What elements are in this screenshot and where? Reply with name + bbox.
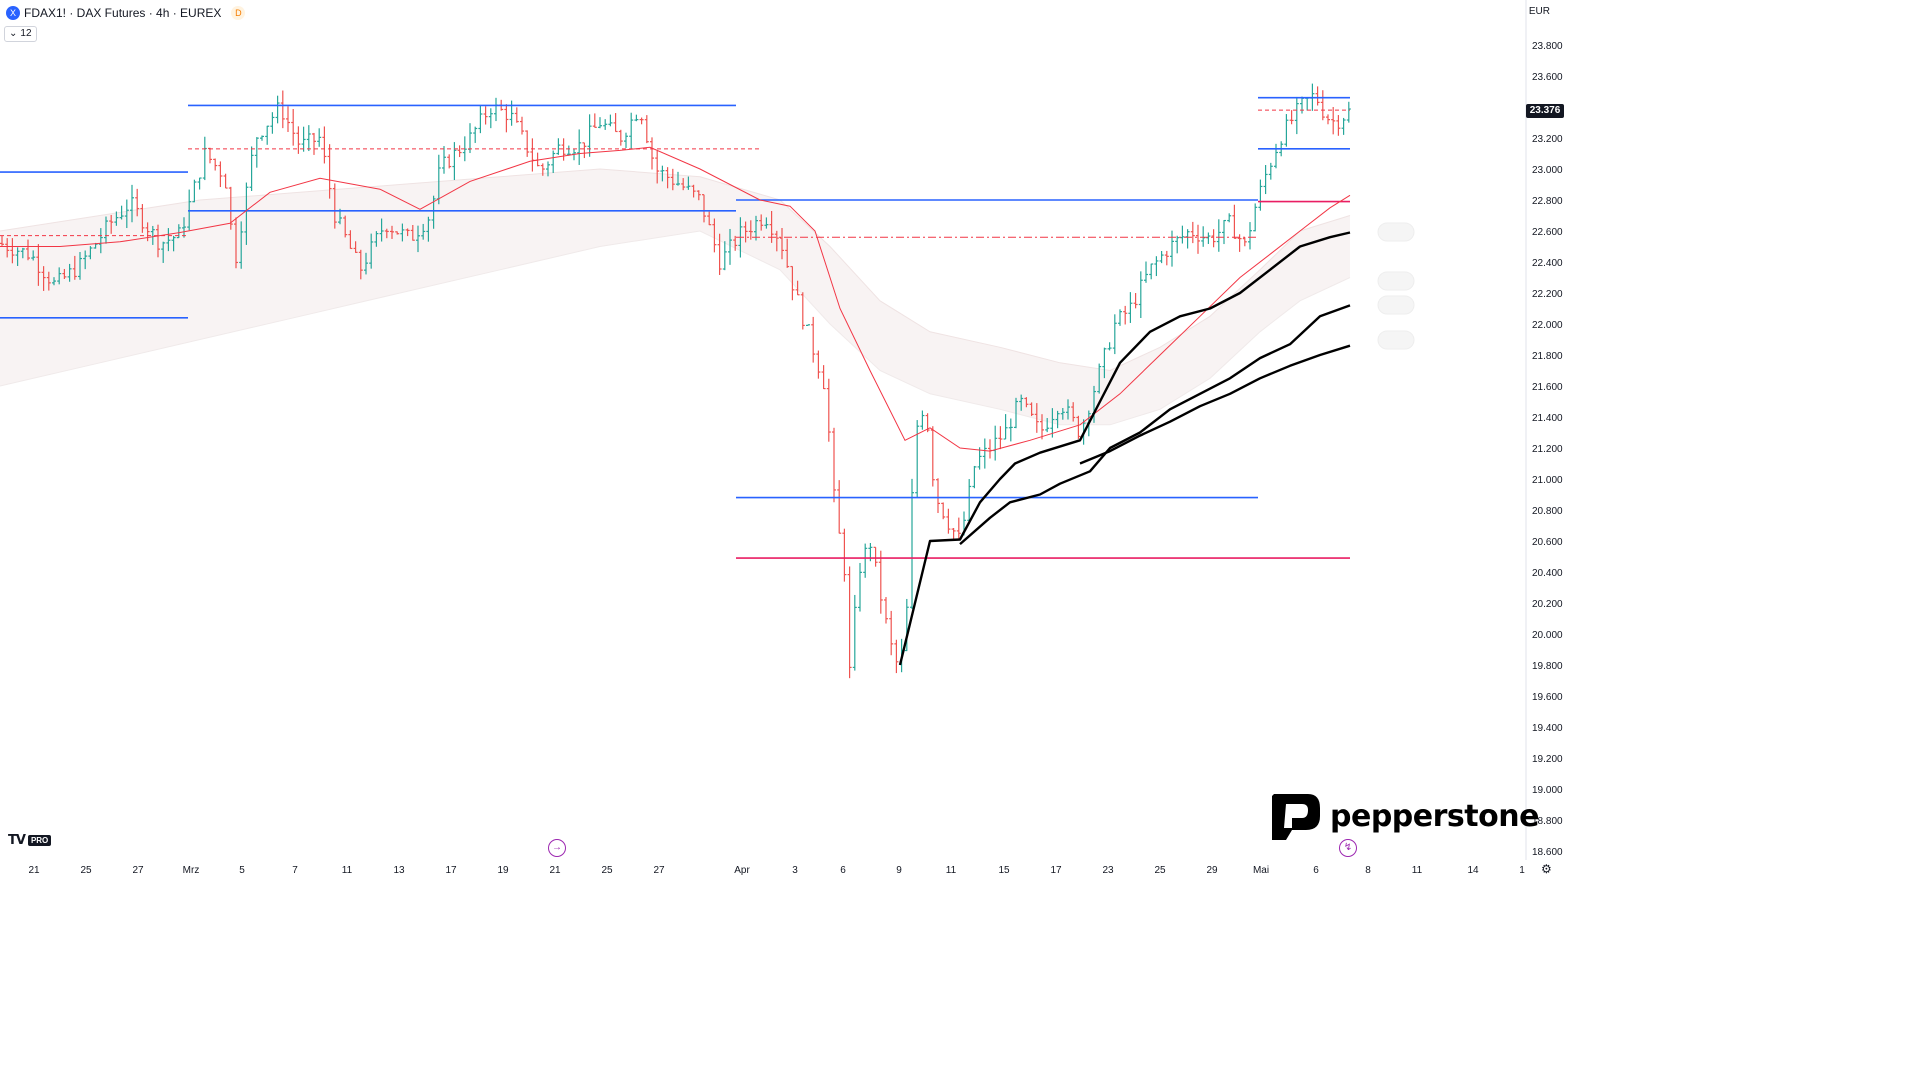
trailing-stop-line-3	[1079, 344, 1351, 465]
price-axis-label: 21.800	[1532, 351, 1563, 362]
price-axis-label: 22.200	[1532, 289, 1563, 300]
price-axis-label: 22.800	[1532, 196, 1563, 207]
brand-name: pepperstone	[1330, 798, 1539, 834]
currency-label[interactable]: EUR	[1528, 6, 1550, 17]
time-axis-label: 6	[840, 865, 846, 876]
price-axis-label: 22.400	[1532, 258, 1563, 269]
symbol-header[interactable]: X FDAX1! · DAX Futures · 4h · EUREX D	[6, 4, 246, 22]
time-axis-label: 29	[1206, 865, 1218, 876]
time-axis-label: 11	[1412, 865, 1423, 876]
time-axis-label: 11	[342, 865, 353, 876]
time-axis-label: 7	[292, 865, 298, 876]
pepperstone-logo: pepperstone	[1266, 790, 1539, 842]
price-axis-label: 20.200	[1532, 599, 1563, 610]
indicator-pill	[1377, 271, 1415, 291]
price-axis-label: 20.800	[1532, 506, 1563, 517]
price-axis-label: 18.800	[1532, 816, 1563, 827]
time-axis-label: 23	[1102, 865, 1114, 876]
time-axis-label: 21	[28, 865, 40, 876]
time-axis-label: 27	[653, 865, 665, 876]
price-axis-label: 22.600	[1532, 227, 1563, 238]
time-axis-label: 9	[896, 865, 902, 876]
indicator-count: 12	[20, 28, 32, 39]
arrow-right-circle-icon[interactable]: →	[548, 839, 566, 857]
tradingview-logo[interactable]: TV PRO	[8, 833, 52, 848]
price-axis-label: 19.400	[1532, 723, 1563, 734]
symbol-title: FDAX1! · DAX Futures · 4h · EUREX	[24, 6, 222, 20]
price-axis-label: 21.600	[1532, 382, 1563, 393]
time-axis-label: Apr	[734, 865, 750, 876]
cloud-lower-line	[0, 230, 1351, 426]
pepperstone-mark-icon	[1272, 794, 1320, 840]
price-chart[interactable]: 23.80023.60023.40023.20023.00022.80022.6…	[0, 0, 1568, 880]
moving-average-line	[0, 146, 1351, 452]
symbol-icon: X	[6, 6, 20, 20]
market-status-badge[interactable]: D	[231, 6, 246, 20]
price-axis-label: 18.600	[1532, 847, 1563, 858]
lightning-circle-icon[interactable]: ↯	[1339, 839, 1357, 857]
price-axis-label: 21.200	[1532, 444, 1563, 455]
time-axis-label: 3	[792, 865, 798, 876]
tv-pro-badge: PRO	[27, 835, 52, 846]
price-axis-label: 23.800	[1532, 41, 1563, 52]
time-axis-label: 17	[1050, 865, 1062, 876]
price-axis-label: 19.800	[1532, 661, 1563, 672]
tv-mark: TV	[8, 833, 26, 848]
price-axis-label: 22.000	[1532, 320, 1563, 331]
price-axis-label: 23.200	[1532, 134, 1563, 145]
price-axis-label: 23.000	[1532, 165, 1563, 176]
time-axis-label: 14	[1467, 865, 1479, 876]
price-axis-label: 19.200	[1532, 754, 1563, 765]
time-axis-label: 25	[80, 865, 92, 876]
time-axis-label: 13	[393, 865, 405, 876]
time-axis-label: 11	[946, 865, 957, 876]
trailing-stop-line-2	[959, 304, 1351, 546]
cloud-upper-line	[0, 168, 1351, 372]
trailing-stop-line-1	[898, 231, 1351, 666]
indicator-collapse-button[interactable]: ⌄ 12	[4, 26, 37, 42]
time-axis-label: 25	[1154, 865, 1166, 876]
time-axis-label: 15	[998, 865, 1010, 876]
price-axis-label: 20.600	[1532, 537, 1563, 548]
indicator-pill	[1377, 222, 1415, 242]
time-axis-label: Mrz	[183, 865, 200, 876]
time-axis-label: 8	[1365, 865, 1371, 876]
price-axis-label: 19.600	[1532, 692, 1563, 703]
gear-icon[interactable]: ⚙	[1541, 862, 1552, 876]
price-axis-label: 23.600	[1532, 72, 1563, 83]
indicator-pill	[1377, 330, 1415, 350]
time-axis-label: 5	[239, 865, 245, 876]
last-price-tag: 23.376	[1526, 104, 1564, 118]
time-axis-label: 21	[549, 865, 561, 876]
price-axis-label: 20.000	[1532, 630, 1563, 641]
time-axis-label: Mai	[1253, 865, 1269, 876]
time-axis-label: 27	[132, 865, 144, 876]
time-axis-label: 1	[1519, 865, 1525, 876]
time-axis-label: 6	[1313, 865, 1319, 876]
price-axis-label: 20.400	[1532, 568, 1563, 579]
chevron-down-icon: ⌄	[9, 28, 18, 39]
time-axis-label: 25	[601, 865, 613, 876]
indicator-pill	[1377, 295, 1415, 315]
time-axis-label: 19	[497, 865, 509, 876]
price-axis-label: 21.000	[1532, 475, 1563, 486]
ma-cloud-band	[0, 169, 1350, 425]
price-axis-label: 21.400	[1532, 413, 1563, 424]
price-axis-label: 19.000	[1532, 785, 1563, 796]
time-axis-label: 17	[445, 865, 457, 876]
